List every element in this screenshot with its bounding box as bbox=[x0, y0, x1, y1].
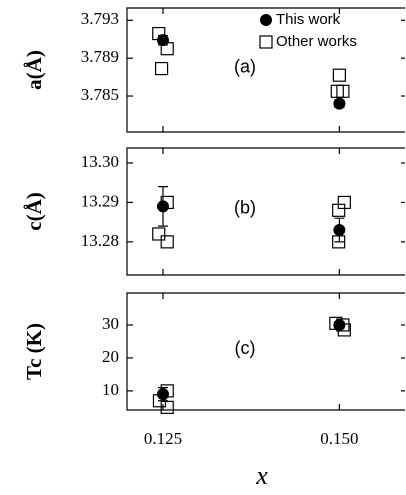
y-axis-label: Tc (K) bbox=[22, 323, 46, 380]
point bbox=[152, 227, 166, 241]
legend-marker bbox=[259, 35, 273, 49]
point bbox=[337, 195, 351, 210]
y-tick-label: 13.28 bbox=[81, 231, 119, 250]
point bbox=[160, 400, 174, 414]
y-tick-label: 13.30 bbox=[81, 152, 119, 171]
y-tick-label: 13.29 bbox=[81, 191, 119, 210]
panel-label: (c) bbox=[235, 338, 256, 358]
point bbox=[336, 84, 350, 98]
y-tick-label: 20 bbox=[102, 347, 119, 366]
panel-label: (b) bbox=[234, 198, 256, 218]
y-axis-label: c(Å) bbox=[22, 192, 46, 230]
point bbox=[152, 26, 166, 41]
y-tick-label: 30 bbox=[102, 314, 119, 333]
legend-label: Other works bbox=[276, 33, 357, 50]
point bbox=[160, 195, 174, 210]
axes-frame bbox=[126, 292, 405, 411]
y-tick-label: 3.793 bbox=[81, 9, 119, 28]
y-tick-label: 10 bbox=[102, 380, 119, 399]
panel-label: (a) bbox=[234, 56, 256, 76]
point bbox=[332, 235, 346, 249]
y-tick-label: 3.789 bbox=[81, 47, 119, 66]
point bbox=[154, 61, 169, 76]
x-axis-label: x bbox=[255, 461, 268, 490]
legend-label: This work bbox=[276, 11, 341, 28]
point bbox=[156, 34, 169, 47]
x-tick-label: 0.125 bbox=[144, 429, 182, 448]
point bbox=[333, 97, 346, 110]
legend-marker bbox=[260, 14, 272, 26]
point bbox=[333, 224, 346, 237]
point bbox=[160, 42, 174, 56]
y-axis-label: a(Å) bbox=[22, 50, 46, 90]
axes-frame bbox=[126, 147, 405, 276]
point bbox=[337, 323, 351, 337]
y-tick-label: 3.785 bbox=[81, 85, 119, 104]
point bbox=[332, 68, 346, 82]
axes-frame bbox=[126, 7, 405, 133]
point bbox=[160, 235, 174, 249]
x-tick-label: 0.150 bbox=[320, 429, 358, 448]
point bbox=[336, 318, 350, 332]
point bbox=[156, 200, 169, 213]
point bbox=[160, 384, 174, 398]
